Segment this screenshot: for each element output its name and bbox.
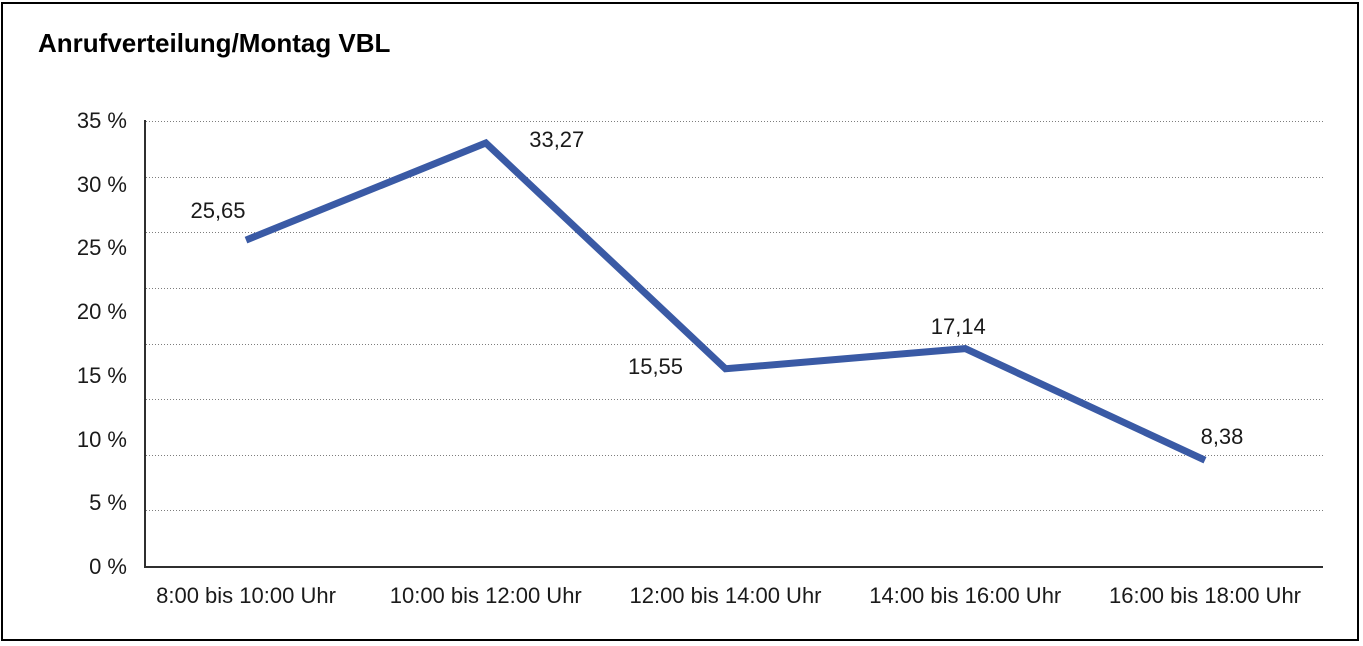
data-label: 15,55 [627,353,684,379]
y-tick-label: 35 % [76,108,127,133]
y-tick-label: 25 % [76,235,127,261]
x-tick-label: 14:00 bis 16:00 Uhr [869,583,1062,608]
gridline [146,510,1323,512]
x-axis-line [144,566,1323,568]
x-tick-label: 10:00 bis 12:00 Uhr [389,583,582,608]
series-polyline [244,138,1207,464]
y-tick-label: 15 % [76,362,127,388]
x-tick-label: 16:00 bis 18:00 Uhr [1108,583,1302,608]
y-tick-label: 0 % [89,554,127,579]
gridline [146,232,1323,234]
gridline [146,343,1323,345]
y-tick-label: 10 % [76,426,127,452]
gridline [146,287,1323,289]
gridline [146,399,1323,401]
data-label: 17,14 [930,313,986,339]
x-tick-label: 8:00 bis 10:00 Uhr [156,583,336,608]
chart-title: Anrufverteilung/Montag VBL [38,28,391,58]
y-tick-label: 30 % [76,171,127,197]
y-tick-label: 20 % [76,299,127,325]
y-tick-label: 5 % [89,490,127,516]
data-label: 25,65 [190,198,246,224]
y-axis-line [144,120,146,568]
x-tick-label: 12:00 bis 14:00 Uhr [629,583,822,608]
gridline [146,121,1323,122]
gridline [146,176,1323,178]
data-label: 8,38 [1200,424,1244,450]
gridline [146,454,1323,456]
data-label: 33,27 [529,127,585,153]
